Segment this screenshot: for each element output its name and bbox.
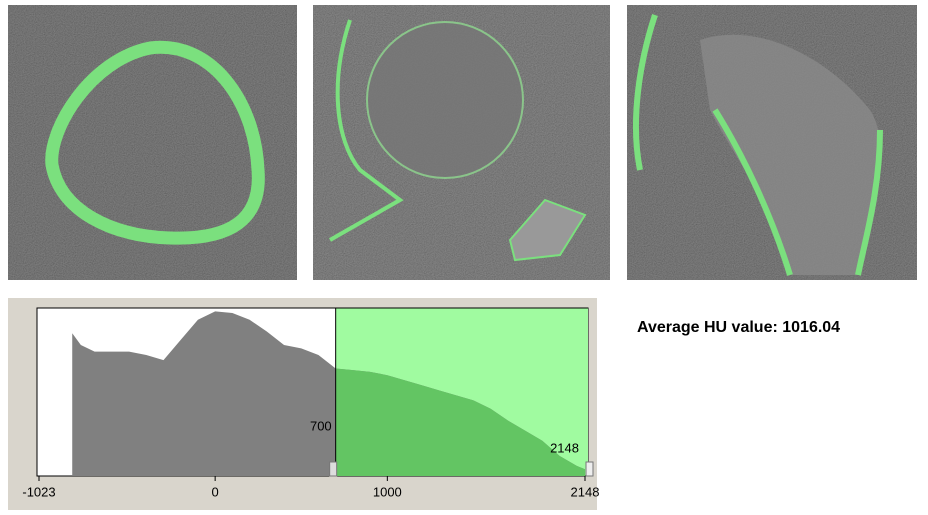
x-tick-label: -1023	[22, 484, 55, 499]
threshold-lower-label: 700	[310, 418, 332, 433]
x-tick-label: 1000	[373, 484, 402, 499]
histogram-area-selected	[335, 368, 585, 476]
x-tick-label: 2148	[571, 484, 600, 499]
x-tick-label: 0	[212, 484, 219, 499]
ct-image-femur	[627, 5, 917, 280]
ct-image-coronal	[313, 5, 610, 280]
threshold-handle	[329, 461, 338, 477]
ct-image-axial	[8, 5, 297, 280]
threshold-upper-label: 2148	[550, 440, 579, 455]
average-hu: Average HU value: 1016.04	[637, 319, 840, 336]
threshold-handle	[585, 461, 594, 477]
